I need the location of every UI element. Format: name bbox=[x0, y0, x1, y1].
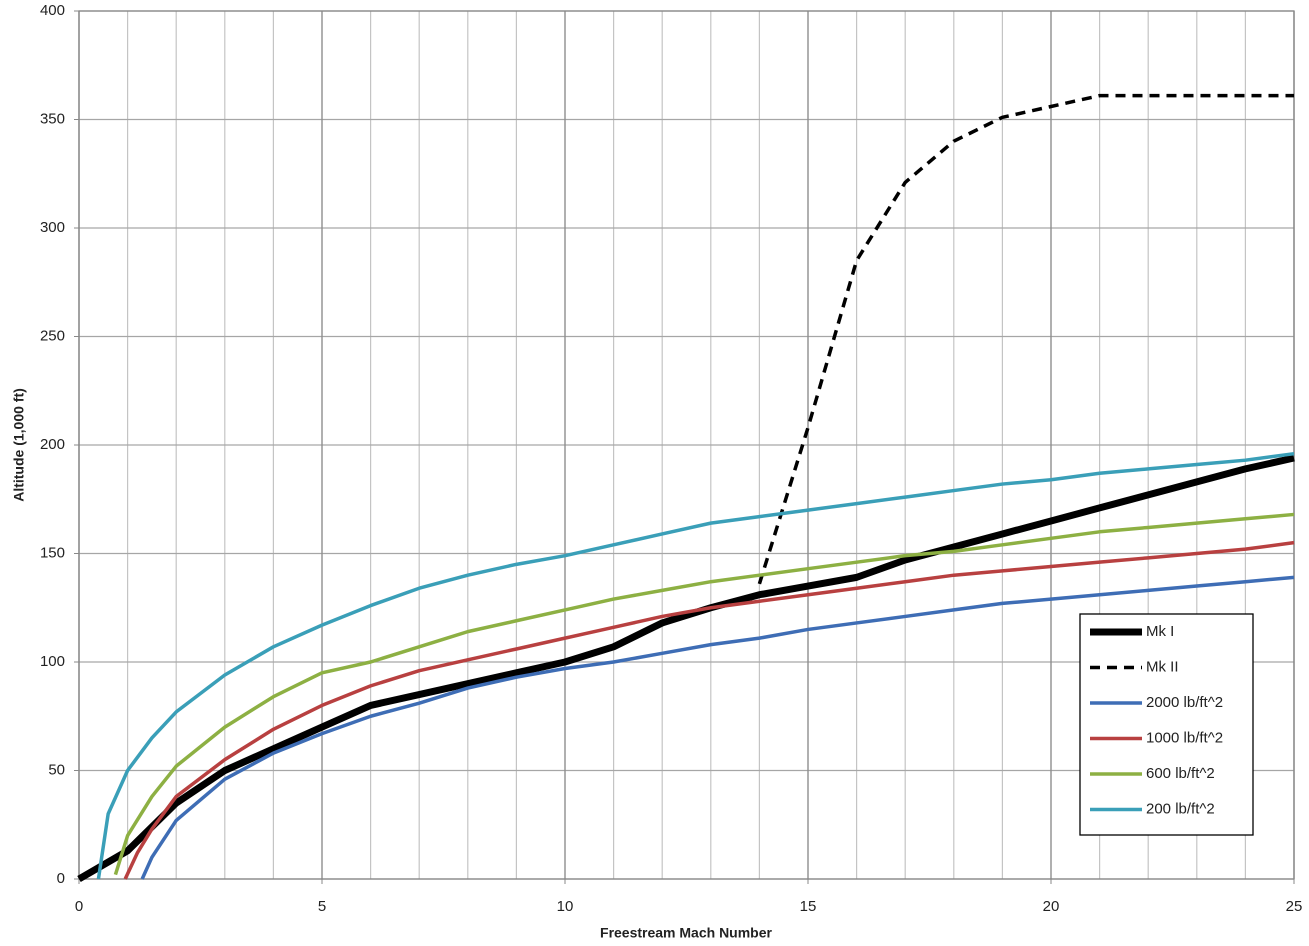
x-tick-label: 5 bbox=[318, 898, 326, 915]
y-axis-title: Altitude (1,000 ft) bbox=[11, 388, 27, 502]
series-line bbox=[140, 575, 1295, 880]
y-tick-label: 150 bbox=[40, 544, 65, 561]
y-tick-label: 300 bbox=[40, 219, 65, 236]
y-tick-label: 0 bbox=[57, 870, 65, 887]
y-tick-label: 400 bbox=[40, 2, 65, 19]
plot-frame bbox=[78, 10, 1295, 880]
legend-label: 2000 lb/ft^2 bbox=[1146, 694, 1223, 711]
x-axis-title: Freestream Mach Number bbox=[600, 925, 773, 941]
y-tick-label: 200 bbox=[40, 436, 65, 453]
legend-label: 1000 lb/ft^2 bbox=[1146, 729, 1223, 746]
legend-label: Mk II bbox=[1146, 658, 1179, 675]
series-line bbox=[757, 93, 1294, 585]
series-line bbox=[77, 454, 1295, 883]
x-tick-label: 10 bbox=[557, 898, 574, 915]
y-tick-label: 50 bbox=[48, 761, 65, 778]
x-tick-label: 25 bbox=[1286, 898, 1303, 915]
series-line bbox=[113, 512, 1295, 876]
x-tick-label: 0 bbox=[75, 898, 83, 915]
legend-box bbox=[1079, 613, 1254, 836]
y-tick-label: 350 bbox=[40, 110, 65, 127]
x-tick-label: 15 bbox=[800, 898, 817, 915]
legend-label: 600 lb/ft^2 bbox=[1146, 765, 1215, 782]
y-tick-label: 100 bbox=[40, 653, 65, 670]
legend-label: Mk I bbox=[1146, 623, 1174, 640]
series-line bbox=[123, 540, 1295, 880]
x-tick-label: 20 bbox=[1043, 898, 1060, 915]
series-line bbox=[96, 451, 1295, 880]
legend-label: 200 lb/ft^2 bbox=[1146, 800, 1215, 817]
legend: Mk I Mk II 2000 lb/ft^2 1000 lb/ft^2 600 lb/… bbox=[1079, 613, 1254, 836]
y-tick-label: 250 bbox=[40, 327, 65, 344]
